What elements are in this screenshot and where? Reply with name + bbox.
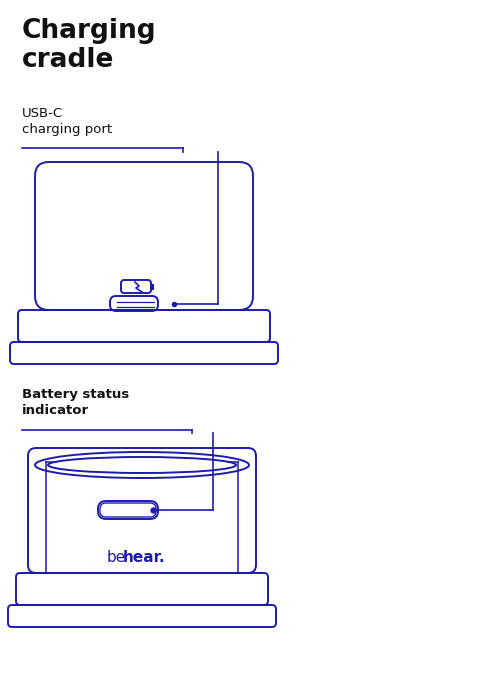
Bar <box>151 284 154 290</box>
Text: Battery status
indicator: Battery status indicator <box>22 388 129 417</box>
Text: Charging
cradle: Charging cradle <box>22 18 156 73</box>
Text: hear.: hear. <box>123 550 166 565</box>
Text: USB-C
charging port: USB-C charging port <box>22 107 112 136</box>
Text: be: be <box>107 550 126 565</box>
